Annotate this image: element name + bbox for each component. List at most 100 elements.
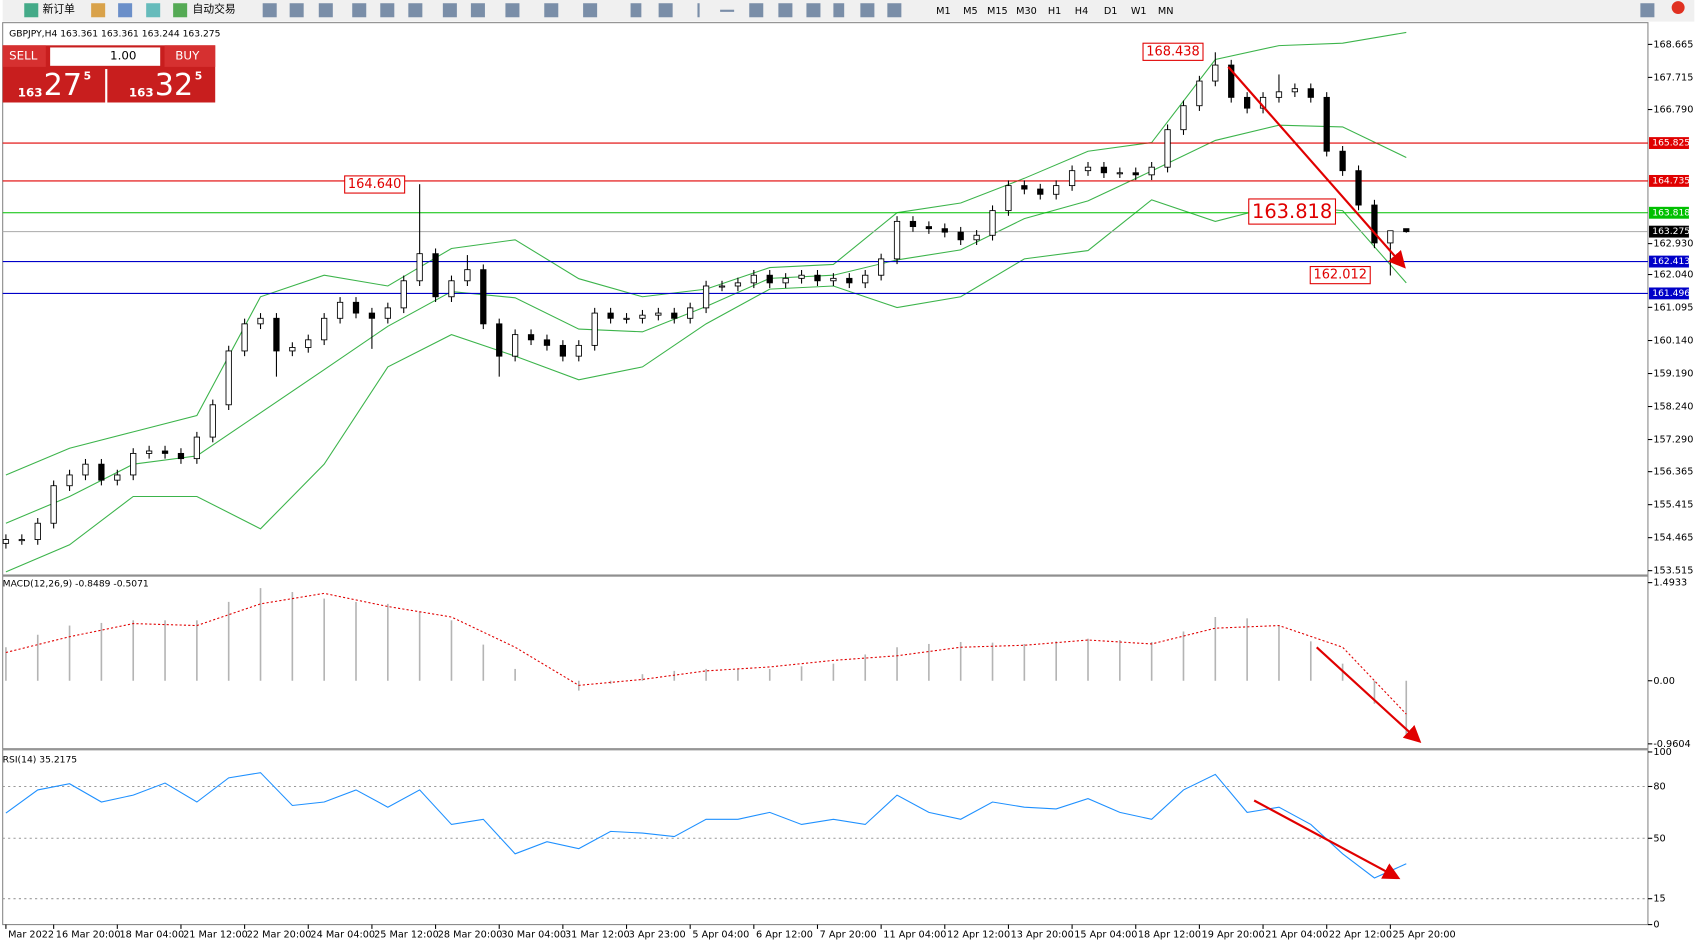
candle-body — [384, 307, 391, 319]
y-tick-label: 166.790 — [1653, 105, 1693, 116]
ohlc-value: 163.361 — [60, 28, 98, 39]
icon[interactable] — [806, 3, 821, 18]
icon[interactable] — [583, 3, 598, 18]
x-tick-label: 12 Apr 12:00 — [947, 929, 1010, 940]
icon[interactable] — [146, 3, 161, 18]
x-tick-label: 6 Apr 12:00 — [756, 929, 813, 940]
timeframe-button[interactable]: M5 — [963, 6, 978, 17]
y-tick-label: 160.140 — [1653, 336, 1693, 347]
candle-body — [1403, 228, 1410, 233]
ask-point[interactable]: 5 — [195, 70, 203, 83]
y-tick-label: 159.190 — [1653, 369, 1693, 380]
bid-big[interactable]: 163 — [18, 85, 43, 99]
annotation-box — [1309, 265, 1371, 285]
candle-body — [1355, 170, 1362, 206]
candle-body — [1371, 204, 1378, 244]
y-tick-label: 50 — [1653, 833, 1665, 844]
icon[interactable] — [505, 3, 520, 18]
icon[interactable] — [697, 3, 700, 18]
icon[interactable] — [380, 3, 395, 18]
auto-trading[interactable]: 自动交易 — [193, 3, 236, 16]
icon[interactable] — [860, 3, 875, 18]
candle-body — [814, 274, 821, 282]
icon[interactable] — [318, 3, 333, 18]
trend-arrow — [1253, 799, 1401, 880]
bollinger-lower — [5, 199, 1407, 573]
icon[interactable] — [778, 3, 793, 18]
icon[interactable] — [408, 3, 423, 18]
trend-arrow — [1315, 646, 1422, 744]
candle-body — [512, 334, 519, 357]
icon[interactable] — [1640, 3, 1655, 18]
volume-field[interactable] — [50, 47, 161, 66]
candle-body — [352, 301, 360, 314]
icon[interactable] — [720, 9, 735, 12]
sell-label[interactable]: SELL — [9, 49, 38, 63]
icon[interactable] — [658, 3, 673, 18]
buy-label[interactable]: BUY — [175, 49, 200, 63]
main-panel — [2, 22, 1649, 576]
candle-body — [941, 228, 948, 233]
price-annotation: 162.012 — [1313, 268, 1367, 283]
indicator-name: RSI(14) — [3, 754, 37, 765]
sell-button[interactable] — [2, 45, 46, 67]
x-tick-label: 11 Apr 04:00 — [883, 929, 946, 940]
buy-button[interactable] — [164, 45, 216, 67]
ask-pips[interactable]: 32 — [155, 68, 193, 103]
candle-body — [1148, 166, 1155, 176]
annotation-box — [1142, 42, 1204, 61]
icon[interactable] — [833, 3, 845, 18]
candle-body — [1228, 64, 1235, 98]
candle-body — [878, 258, 885, 276]
candle-body — [893, 220, 901, 260]
icon[interactable] — [442, 3, 457, 18]
new-order[interactable]: 新订单 — [43, 3, 76, 16]
icon[interactable] — [24, 3, 39, 18]
x-tick-label: 30 Mar 04:00 — [501, 929, 566, 940]
y-tick-label: 153.515 — [1653, 566, 1693, 577]
bid-pips[interactable]: 27 — [44, 68, 82, 103]
candle-body — [687, 307, 694, 319]
icon[interactable] — [544, 3, 559, 18]
candle-body — [543, 339, 551, 346]
trade-panel: SELL 1.00 BUY 163 27 5 163 32 5 — [2, 45, 216, 103]
y-tick-label: 155.415 — [1653, 500, 1693, 511]
candle-body — [496, 323, 503, 357]
candle-body — [1164, 129, 1171, 168]
candle-body — [989, 210, 996, 236]
icon[interactable] — [887, 3, 902, 18]
x-tick-label: 22 Apr 12:00 — [1329, 929, 1392, 940]
timeframe-button[interactable]: M15 — [987, 6, 1008, 17]
icon[interactable] — [289, 3, 304, 18]
level-tag — [1649, 255, 1689, 268]
icon[interactable] — [91, 3, 106, 18]
y-tick-label: 167.715 — [1653, 72, 1693, 83]
timeframe-button[interactable]: W1 — [1131, 6, 1147, 17]
ask-big[interactable]: 163 — [129, 85, 154, 99]
icon[interactable] — [630, 3, 642, 18]
timeframe-button[interactable]: M1 — [936, 6, 951, 17]
icon[interactable] — [749, 3, 764, 18]
icon[interactable] — [173, 3, 188, 18]
timeframe-button[interactable]: D1 — [1104, 6, 1118, 17]
timeframe-button[interactable]: M30 — [1016, 6, 1037, 17]
y-tick-label: 100 — [1653, 747, 1672, 758]
candle-body — [782, 277, 789, 284]
timeframe-button[interactable]: MN — [1158, 6, 1174, 17]
candle-body — [289, 347, 296, 352]
bid-point[interactable]: 5 — [84, 70, 92, 83]
icon[interactable] — [470, 3, 485, 18]
x-tick-label: 21 Apr 04:00 — [1265, 929, 1328, 940]
timeframe-button[interactable]: H1 — [1048, 6, 1061, 17]
icon[interactable] — [118, 3, 133, 18]
icon[interactable] — [262, 3, 277, 18]
volume[interactable]: 1.00 — [110, 49, 136, 63]
alert-badge[interactable] — [1671, 1, 1685, 15]
timeframe-button[interactable]: H4 — [1075, 6, 1088, 17]
level-tag — [1649, 174, 1689, 187]
candle-body — [448, 280, 455, 298]
x-tick-label: 22 Mar 20:00 — [247, 929, 312, 940]
icon[interactable] — [352, 3, 367, 18]
